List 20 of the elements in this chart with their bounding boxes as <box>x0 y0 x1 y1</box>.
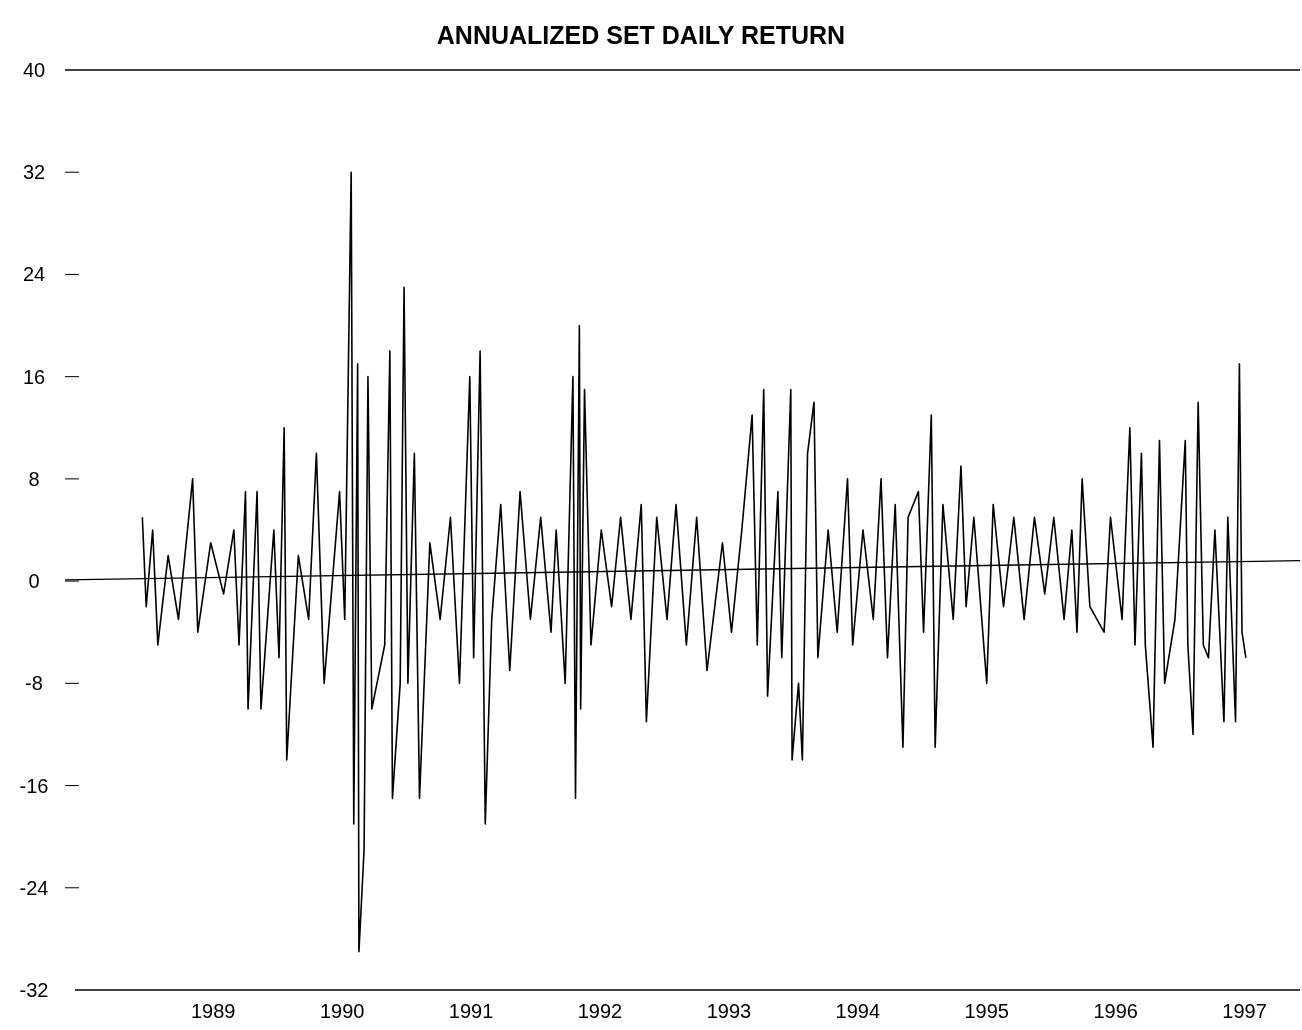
x-tick-label: 1991 <box>448 1000 494 1022</box>
x-tick-label: 1995 <box>964 1000 1009 1022</box>
x-tick-label: 1996 <box>1093 1000 1138 1022</box>
x-tick-label: 1992 <box>577 1000 623 1022</box>
x-tick-label: 1994 <box>835 1000 881 1022</box>
y-tick-label: 16 <box>22 365 46 388</box>
y-tick-label: -8 <box>25 672 43 695</box>
x-tick-label: 1989 <box>191 1000 236 1022</box>
x-tick-label: 1990 <box>319 1000 365 1022</box>
y-tick-label: 8 <box>28 467 40 490</box>
y-tick-label: -16 <box>19 774 49 797</box>
y-tick-label: 40 <box>22 59 46 81</box>
y-tick-label: 0 <box>28 570 40 593</box>
chart-title: ANNUALIZED SET DAILY RETURN <box>436 21 846 49</box>
y-tick-label: -24 <box>19 876 49 899</box>
y-tick-label: 32 <box>22 161 46 184</box>
x-tick-label: 1997 <box>1222 1000 1267 1022</box>
y-tick-label: 24 <box>22 263 46 286</box>
y-tick-label: -32 <box>19 979 49 1001</box>
x-tick-label: 1993 <box>706 1000 752 1022</box>
